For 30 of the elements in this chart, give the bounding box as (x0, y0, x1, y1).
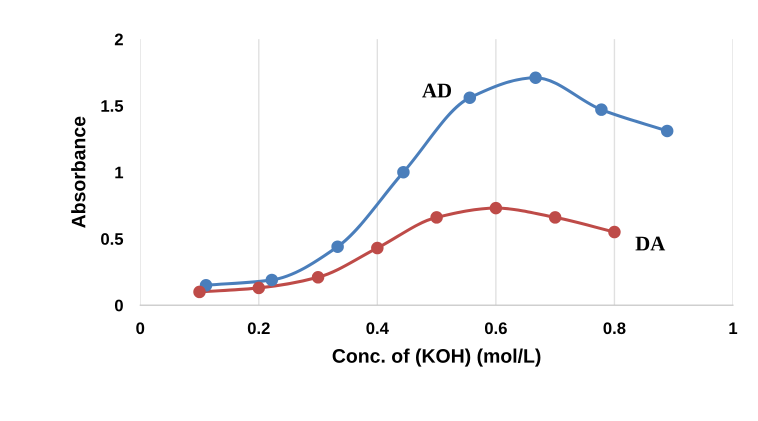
point (266, 274, 278, 286)
y-tick-label: 1 (115, 166, 124, 178)
point (464, 91, 476, 104)
point (430, 211, 443, 224)
point (548, 211, 562, 224)
point (371, 242, 384, 254)
point (331, 240, 344, 253)
x-axis-title: Conc. of (KOH) (mol/L) (332, 348, 540, 367)
point (490, 202, 502, 214)
y-tick-label: 0.5 (101, 233, 124, 245)
point (660, 124, 674, 138)
y-tick-label: 0 (114, 300, 123, 312)
point (397, 166, 410, 178)
point (193, 286, 206, 298)
y-tick-label: 2 (114, 34, 123, 46)
point (312, 271, 324, 284)
x-tick-label: 0.6 (484, 322, 507, 334)
x-tick-label: 0.8 (604, 322, 626, 334)
point (252, 282, 266, 294)
point (608, 226, 621, 238)
y-tick-label: 1.5 (101, 100, 124, 112)
x-tick-label: 0.2 (248, 322, 270, 334)
x-tick-label: 0.4 (366, 322, 389, 334)
point (595, 103, 608, 116)
point (529, 71, 542, 84)
series-label: DA (636, 236, 666, 250)
x-tick-label: 0 (136, 322, 144, 334)
series-label: AD (422, 84, 451, 98)
y-axis-title: Absorbance (71, 116, 86, 228)
x-tick-label: 1 (729, 322, 738, 334)
